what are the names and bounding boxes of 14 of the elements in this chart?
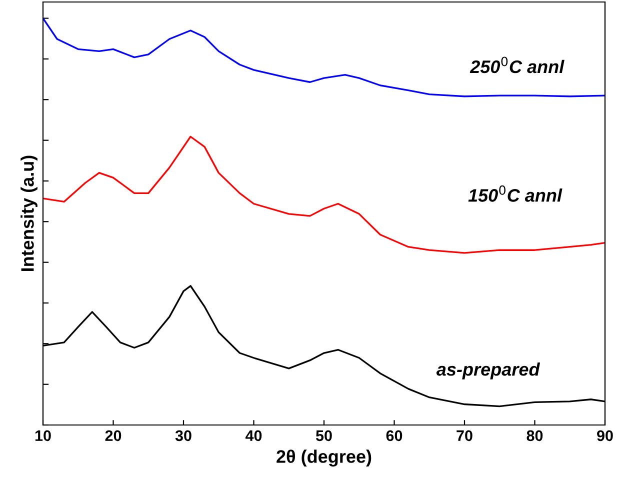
x-tick-label: 10 [35,430,51,442]
x-tick-label: 80 [526,430,543,442]
x-axis-title: 2θ (degree) [276,450,372,467]
x-tick-label: 90 [597,430,613,442]
x-tick-label: 60 [386,430,402,442]
series-label: as-prepared [436,362,540,380]
y-axis-title: Intensity (a.u) [20,156,38,271]
series-label: 250$^{0}$C annl [470,56,564,74]
x-tick-label: 40 [245,430,262,442]
x-tick-label: 30 [175,430,192,442]
x-tick-label: 70 [456,430,472,442]
x-tick-label: 20 [105,430,122,442]
x-tick-label: 50 [316,430,332,442]
text: 150$^{0}$C annl [468,185,562,202]
